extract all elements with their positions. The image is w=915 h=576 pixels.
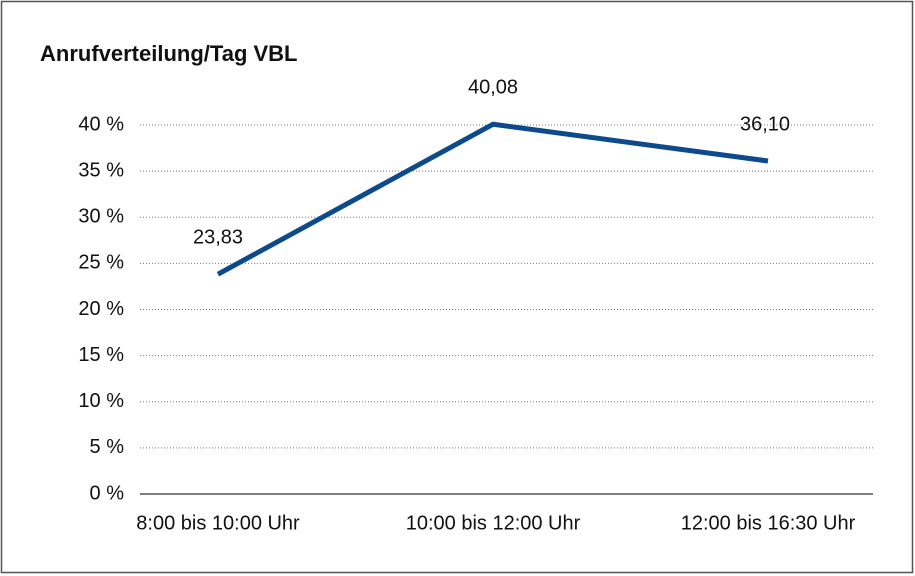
y-tick-label: 10 % [78,390,124,412]
chart-title: Anrufverteilung/Tag VBL [40,41,298,66]
y-tick-label: 25 % [78,252,124,274]
x-tick-label: 10:00 bis 12:00 Uhr [406,512,581,534]
y-tick-label: 30 % [78,206,124,228]
value-label: 36,10 [740,113,790,135]
value-label: 40,08 [468,77,518,99]
x-tick-label: 12:00 bis 16:30 Uhr [681,512,856,534]
y-tick-label: 20 % [78,298,124,320]
y-tick-label: 35 % [78,159,124,181]
y-tick-label: 0 % [90,482,125,504]
line [216,121,769,277]
x-tick-label: 8:00 bis 10:00 Uhr [136,512,300,534]
y-tick-label: 5 % [90,436,125,458]
value-label: 23,83 [193,226,243,248]
y-tick-label: 40 % [78,113,124,135]
y-tick-label: 15 % [78,344,124,366]
